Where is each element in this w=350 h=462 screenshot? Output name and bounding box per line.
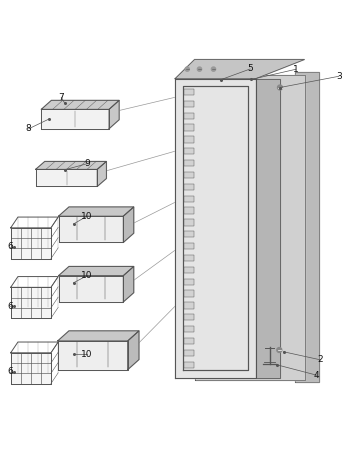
Polygon shape [36,169,97,186]
Polygon shape [128,331,139,370]
Bar [184,136,194,143]
Bar [184,326,194,332]
Polygon shape [10,228,51,259]
Polygon shape [41,109,109,128]
Bar [184,101,194,107]
Bar [184,302,194,309]
Polygon shape [295,72,319,382]
Text: 5: 5 [247,65,253,73]
Polygon shape [36,161,106,169]
Bar [184,124,194,131]
Polygon shape [59,276,124,302]
Polygon shape [175,79,256,378]
Text: 8: 8 [26,124,32,134]
Bar [184,314,194,321]
Polygon shape [58,331,139,341]
Polygon shape [59,267,134,276]
Circle shape [277,347,282,353]
Text: 9: 9 [84,159,90,168]
Bar [184,89,194,95]
Text: 6: 6 [7,242,13,251]
Text: 4: 4 [314,371,320,380]
Text: 6: 6 [7,367,13,376]
Text: 10: 10 [81,271,92,280]
Circle shape [197,67,202,71]
Bar [184,279,194,285]
Polygon shape [10,287,51,318]
Text: 1: 1 [293,65,299,74]
Circle shape [185,67,189,71]
Polygon shape [10,353,51,383]
Polygon shape [256,79,280,378]
Polygon shape [195,75,304,380]
Text: 6: 6 [7,302,13,311]
Bar [184,184,194,190]
Bar [184,338,194,344]
Text: 10: 10 [81,350,92,359]
Bar [184,350,194,356]
Polygon shape [124,207,134,243]
Circle shape [211,67,216,71]
Text: 2: 2 [317,355,323,365]
Bar [184,207,194,214]
Bar [184,160,194,166]
Polygon shape [41,100,119,109]
Bar [184,219,194,225]
Bar [184,113,194,119]
Text: 10: 10 [81,212,92,221]
Polygon shape [59,207,134,216]
Polygon shape [175,60,304,79]
Polygon shape [109,100,119,128]
Bar [184,255,194,261]
Text: 7: 7 [58,93,64,102]
Bar [184,148,194,154]
Bar [184,243,194,249]
Polygon shape [124,267,134,302]
Polygon shape [59,216,124,243]
Bar [184,195,194,202]
Bar [184,172,194,178]
Polygon shape [97,161,106,186]
Bar [184,267,194,273]
Bar [184,362,194,368]
Bar [184,231,194,237]
Circle shape [278,85,282,90]
Bar [184,291,194,297]
Polygon shape [58,341,128,370]
Text: 3: 3 [336,72,342,81]
